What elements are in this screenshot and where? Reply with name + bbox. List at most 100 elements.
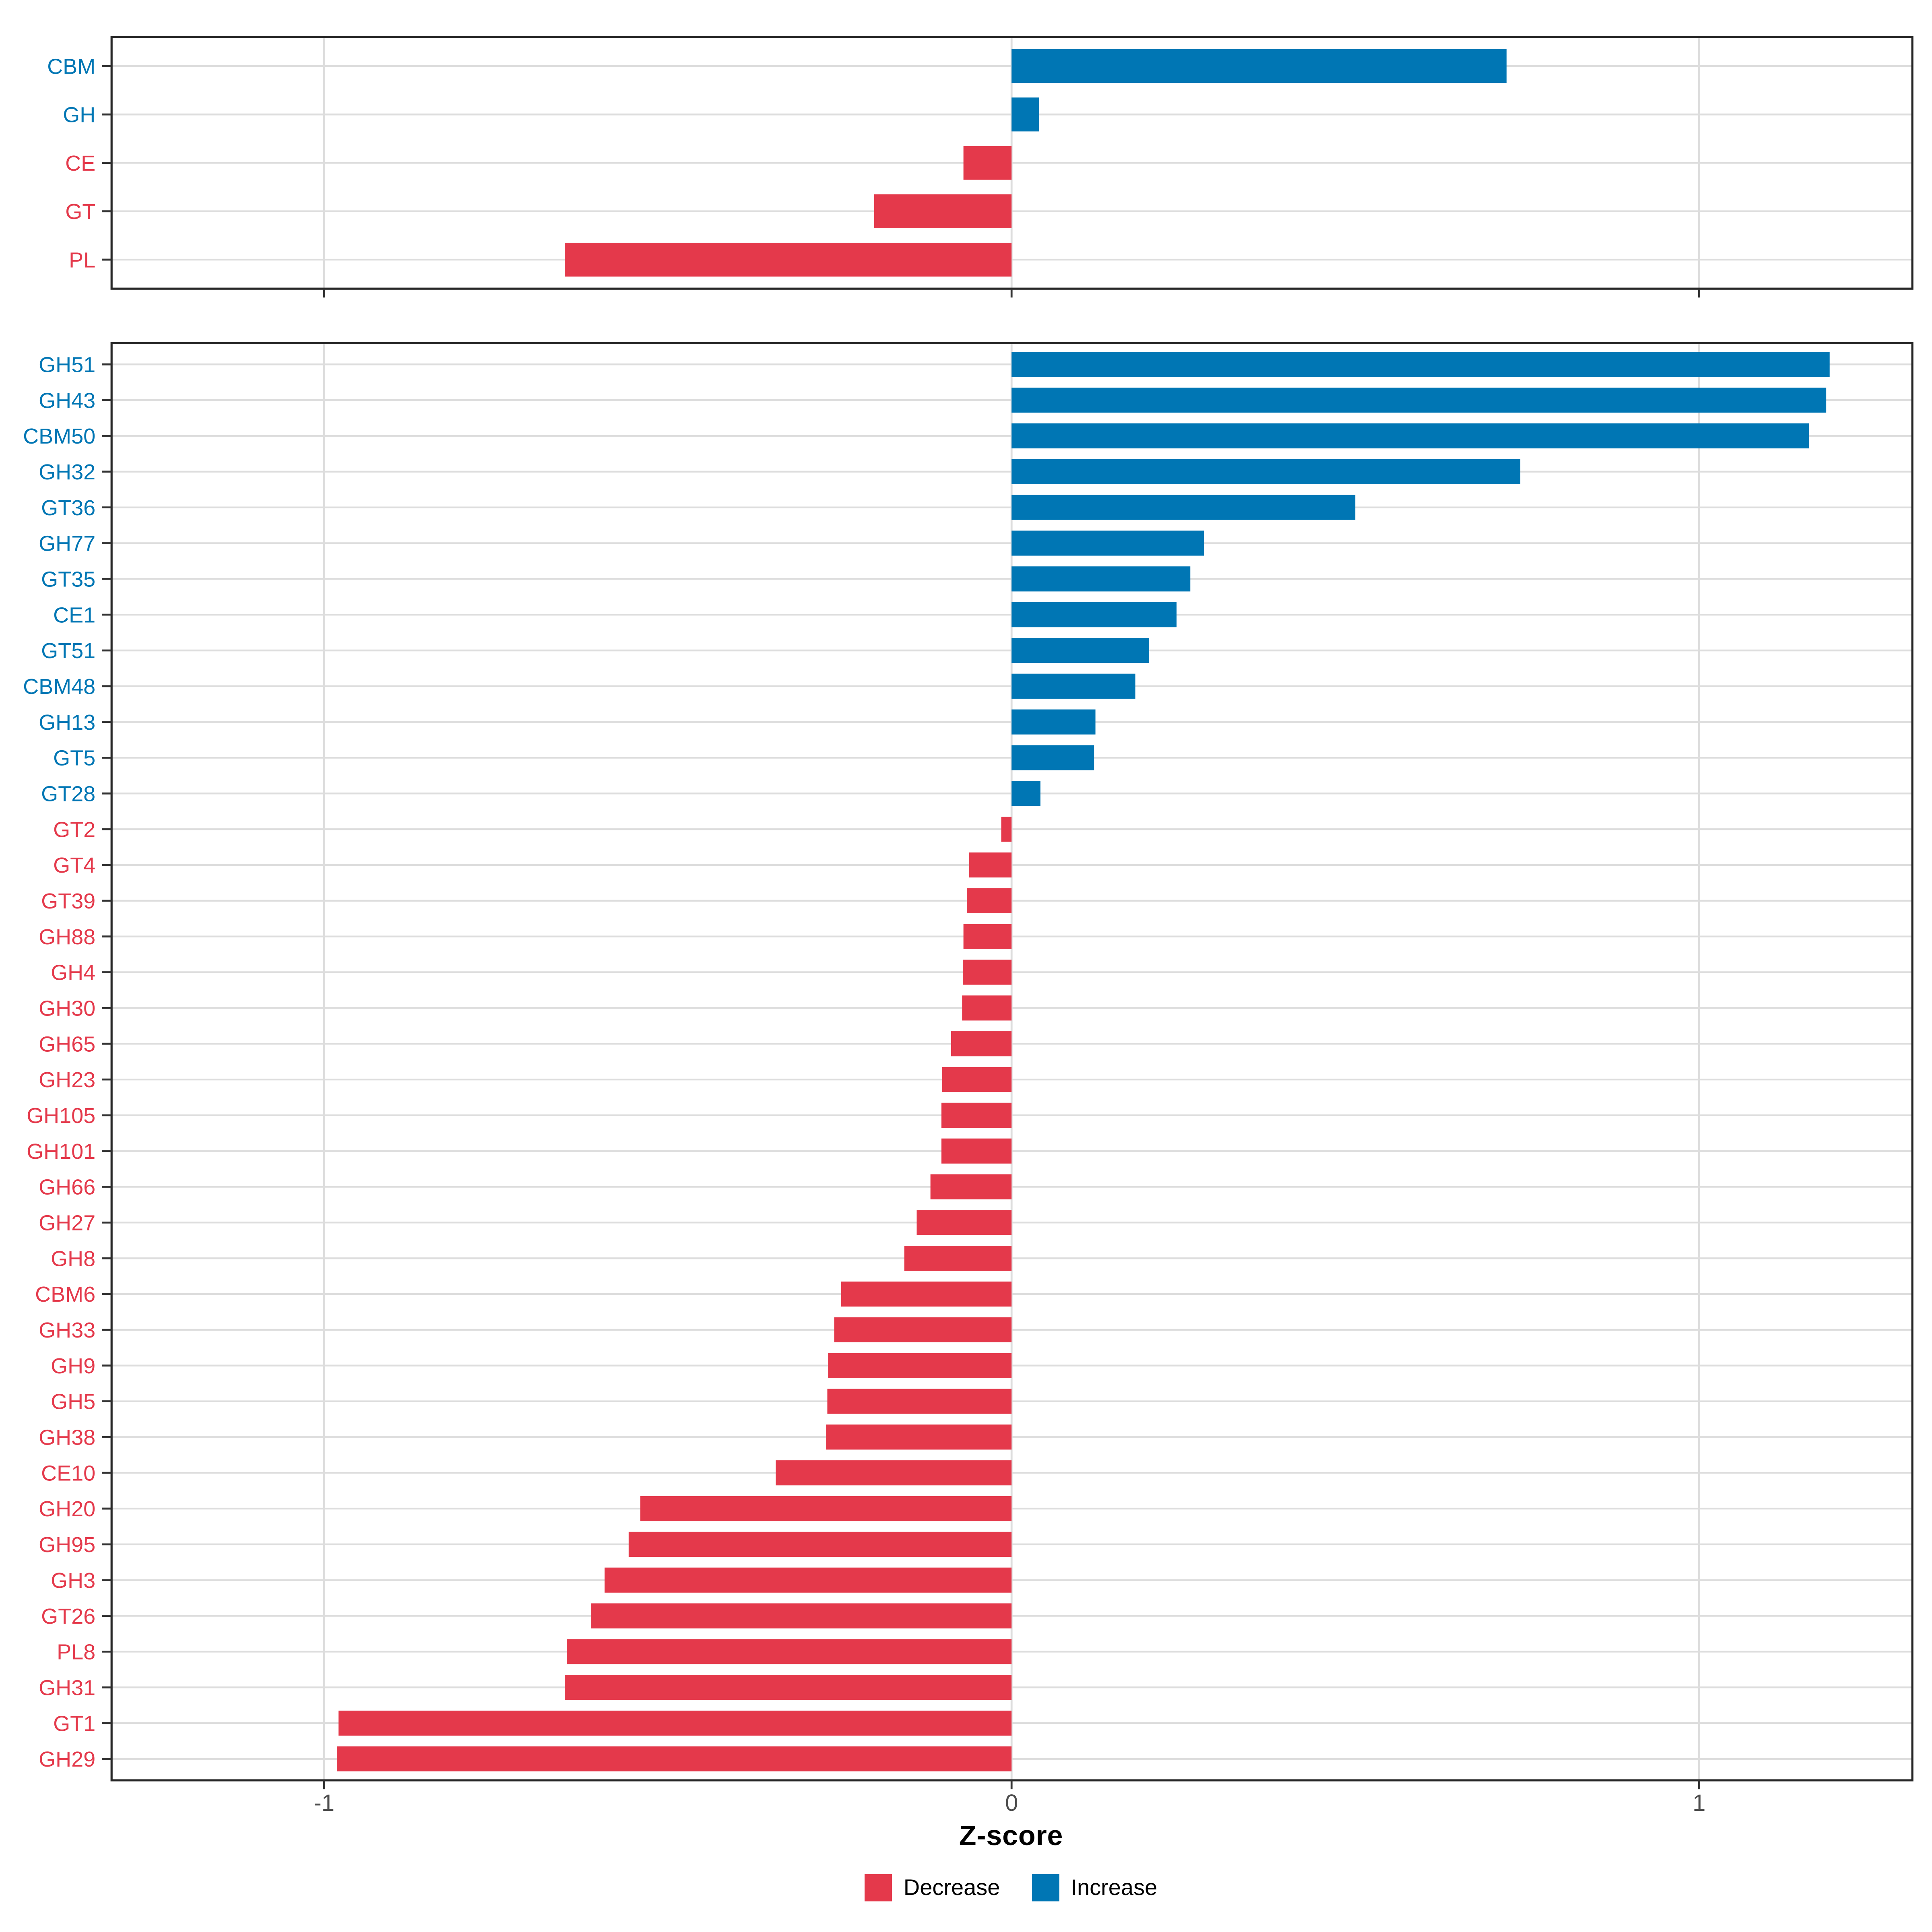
y-axis-label-gh38: GH38 [39,1426,95,1450]
y-axis-label-cbm: CBM [47,54,95,78]
y-axis-label-gh88: GH88 [39,925,95,949]
bar-gh105 [941,1102,1012,1128]
y-axis-label-pl: PL [69,248,95,272]
y-axis-label-gh95: GH95 [39,1533,95,1557]
bar-gh23 [942,1067,1012,1092]
y-axis-label-cbm50: CBM50 [23,424,95,448]
bar-gt28 [1011,781,1040,806]
bar-ce10 [776,1460,1012,1486]
y-axis-label-gh29: GH29 [39,1747,95,1771]
y-axis-label-gh8: GH8 [51,1247,95,1271]
legend-label-increase: Increase [1071,1874,1158,1900]
bar-gh43 [1011,388,1827,413]
y-axis-label-gh4: GH4 [51,961,95,985]
y-axis-label-gt35: GT35 [41,568,95,592]
legend: Decrease Increase [45,1874,1932,1901]
bar-gh38 [826,1424,1012,1450]
x-axis-title: Z-score [959,1819,1063,1852]
y-axis-label-gh105: GH105 [27,1104,95,1128]
legend-label-decrease: Decrease [903,1874,1000,1900]
bar-gh8 [904,1246,1012,1271]
y-axis-label-pl8: PL8 [57,1640,95,1664]
y-axis-label-gt26: GT26 [41,1604,95,1629]
bar-gh31 [565,1675,1012,1700]
bar-gh27 [916,1210,1012,1235]
bar-gh66 [930,1174,1012,1199]
y-axis-label-gt1: GT1 [53,1711,95,1736]
bar-gh88 [963,924,1012,949]
y-axis-label-gh65: GH65 [39,1032,95,1056]
y-axis-label-gt28: GT28 [41,782,95,806]
y-axis-label-gh27: GH27 [39,1211,95,1235]
y-axis-label-gh13: GH13 [39,710,95,735]
y-axis-label-gh77: GH77 [39,532,95,556]
bar-gh20 [640,1496,1012,1521]
bar-pl8 [567,1639,1012,1664]
bar-gh32 [1011,459,1521,484]
bar-gt51 [1011,638,1149,663]
bar-gt1 [339,1710,1012,1736]
bar-cbm6 [841,1281,1012,1307]
bar-cbm50 [1011,423,1809,449]
y-axis-label-cbm6: CBM6 [35,1282,95,1307]
bar-gh101 [941,1138,1012,1164]
y-axis-label-gh9: GH9 [51,1354,95,1378]
y-axis-label-gh33: GH33 [39,1318,95,1342]
y-axis-label-gh32: GH32 [39,460,95,484]
y-axis-label-cbm48: CBM48 [23,675,95,699]
y-axis-label-gt: GT [65,200,95,224]
y-axis-label-gh30: GH30 [39,997,95,1021]
bar-gh5 [827,1389,1012,1414]
x-axis-tick-label: -1 [314,1790,334,1816]
y-axis-label-gh3: GH3 [51,1569,95,1593]
y-axis-label-gh43: GH43 [39,388,95,413]
bar-gh33 [834,1317,1012,1342]
y-axis-label-gh101: GH101 [27,1139,95,1164]
bar-pl [565,242,1012,277]
bar-gh [1011,97,1039,132]
bar-gt4 [969,852,1012,878]
bar-gh30 [962,995,1012,1021]
bar-gh51 [1011,352,1830,377]
bar-gh4 [962,960,1012,985]
y-axis-label-gh20: GH20 [39,1497,95,1521]
bar-gh29 [337,1746,1012,1771]
y-axis-label-gh: GH [63,103,95,127]
y-axis-label-gh51: GH51 [39,353,95,377]
bar-gt2 [1001,817,1012,842]
y-axis-label-gt39: GT39 [41,889,95,913]
bar-gh13 [1011,709,1096,735]
bar-gt26 [590,1603,1012,1629]
y-axis-label-gt36: GT36 [41,496,95,520]
legend-key-increase-swatch [1032,1874,1060,1901]
bar-cbm48 [1011,673,1135,699]
bar-gh77 [1011,530,1204,556]
y-axis-label-ce: CE [65,151,95,175]
x-axis-tick-label: 1 [1693,1790,1705,1816]
y-axis-label-ce1: CE1 [53,603,95,627]
legend-key-decrease-swatch [865,1874,892,1901]
bar-gt39 [967,888,1012,913]
bar-cbm [1011,49,1507,83]
bar-gt5 [1011,745,1094,770]
y-axis-label-gh5: GH5 [51,1390,95,1414]
bar-gh3 [605,1567,1012,1593]
bar-ce [963,146,1012,180]
bar-gh65 [951,1031,1012,1057]
bar-gh9 [828,1353,1012,1378]
bar-gt [874,194,1012,228]
y-axis-label-ce10: CE10 [41,1461,95,1485]
y-axis-label-gh31: GH31 [39,1676,95,1700]
y-axis-label-gt4: GT4 [53,853,95,877]
y-axis-label-gh23: GH23 [39,1068,95,1092]
y-axis-label-gh66: GH66 [39,1175,95,1199]
y-axis-label-gt5: GT5 [53,746,95,770]
bar-gh95 [628,1532,1012,1557]
y-axis-label-gt51: GT51 [41,639,95,663]
y-axis-label-gt2: GT2 [53,817,95,842]
x-axis-tick-label: 0 [1005,1790,1018,1816]
bar-gt35 [1011,566,1191,592]
bar-ce1 [1011,602,1177,627]
